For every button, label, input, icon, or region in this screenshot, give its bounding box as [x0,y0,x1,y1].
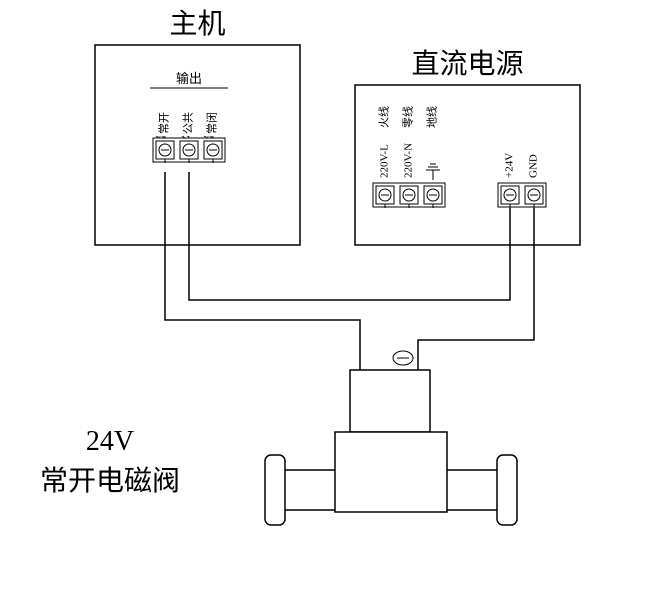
svg-text:公共: 公共 [182,112,195,134]
svg-text:零线: 零线 [401,106,415,128]
svg-text:GND: GND [528,154,540,178]
svg-text:+24V: +24V [504,153,516,178]
svg-text:常开电磁阀: 常开电磁阀 [40,465,180,497]
svg-text:常闭: 常闭 [206,112,219,134]
svg-text:输出: 输出 [176,71,202,86]
svg-text:火线: 火线 [377,106,391,128]
svg-text:主机: 主机 [169,8,225,40]
svg-text:直流电源: 直流电源 [411,48,523,80]
svg-text:地线: 地线 [425,106,439,128]
svg-text:220V-L: 220V-L [379,144,391,178]
svg-text:常开: 常开 [158,112,171,134]
svg-text:220V-N: 220V-N [403,143,415,178]
svg-text:24V: 24V [86,426,134,457]
